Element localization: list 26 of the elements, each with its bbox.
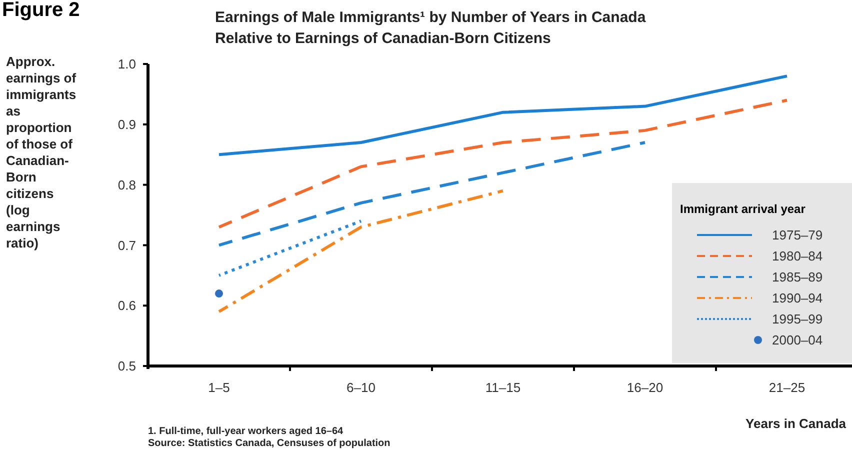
x-tick-label: 21–25 [768, 380, 806, 395]
x-tick-label: 6–10 [346, 380, 376, 395]
line-series [218, 74, 788, 156]
legend-label: 1980–84 [772, 248, 823, 264]
legend-label: 1990–94 [772, 290, 823, 306]
chart-title: Figure 2 [2, 0, 80, 21]
chart-subtitle: Earnings of Male Immigrants¹ by Number of Years in Canada Relative to Earnings of Canadian-Born Citizens [215, 9, 646, 47]
x-tick-label: 16–20 [626, 380, 664, 395]
y-tick-label: 0.6 [118, 298, 136, 314]
line-series [218, 141, 646, 247]
y-tick-label: 0.9 [118, 116, 136, 132]
legend-title: Immigrant arrival year [680, 202, 806, 216]
x-tick-label: 11–15 [485, 380, 521, 395]
x-axis-title: Years in Canada [746, 416, 847, 431]
legend-label: 1975–79 [772, 228, 823, 243]
x-tick-label: 1–5 [208, 380, 230, 395]
legend-label: 2000–04 [772, 332, 823, 348]
legend-label: 1985–89 [772, 270, 823, 285]
y-tick-label: 0.5 [118, 358, 136, 374]
source-note: Source: Statistics Canada, Censuses of population [148, 438, 390, 449]
y-tick-label: 0.8 [118, 177, 136, 192]
y-tick-label: 0.7 [118, 238, 136, 253]
text: Approx. earnings of immigrants as proportion of those of Canadian- Born citizens (log earnings ratio) [6, 54, 76, 250]
y-tick-label: 1.0 [118, 56, 136, 72]
text: 1. Full-time, full-year workers aged 16–64 [148, 426, 344, 437]
legend-label: 1995–99 [772, 312, 823, 327]
